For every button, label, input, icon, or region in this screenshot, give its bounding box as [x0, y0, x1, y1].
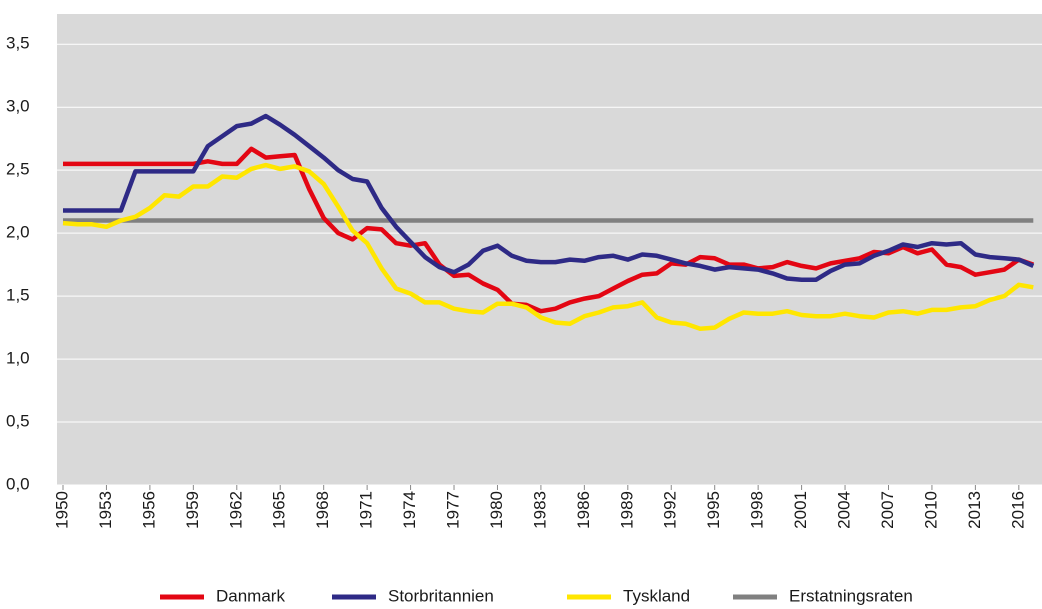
- legend-label: Erstatningsraten: [789, 586, 913, 605]
- x-tick-label: 2016: [1008, 491, 1027, 529]
- x-tick-label: 1968: [313, 491, 332, 529]
- x-tick-label: 1983: [530, 491, 549, 529]
- series-line: [63, 146, 1035, 314]
- x-tick-label: 1956: [139, 491, 158, 529]
- series-line: [62, 162, 1034, 332]
- x-tick-label: 1965: [270, 491, 289, 529]
- x-tick-label: 2004: [835, 491, 854, 529]
- x-tick-label: 1971: [357, 491, 376, 529]
- legend-label: Tyskland: [623, 586, 690, 605]
- y-tick-label: 3,0: [6, 97, 30, 116]
- x-tick-label: 1986: [574, 491, 593, 529]
- x-tick-label: 1962: [226, 491, 245, 529]
- x-tick-label: 2007: [878, 491, 897, 529]
- series-line: [63, 113, 1035, 282]
- x-tick-label: 2001: [791, 491, 810, 529]
- y-tick-label: 3,5: [6, 34, 30, 53]
- x-tick-label: 1989: [617, 491, 636, 529]
- x-tick-label: 1995: [704, 491, 723, 529]
- legend-label: Storbritannien: [388, 586, 494, 605]
- x-tick-label: 1950: [52, 491, 71, 529]
- y-tick-label: 1,0: [6, 349, 30, 368]
- y-tick-label: 2,0: [6, 223, 30, 242]
- y-tick-label: 0,0: [6, 474, 30, 493]
- x-tick-label: 1974: [400, 491, 419, 529]
- x-tick-label: 1980: [487, 491, 506, 529]
- x-tick-label: 1959: [183, 491, 202, 529]
- x-tick-label: 1977: [444, 491, 463, 529]
- x-tick-label: 2013: [965, 491, 984, 529]
- plot-background: [57, 14, 1042, 485]
- y-tick-label: 1,5: [6, 286, 30, 305]
- y-tick-label: 2,5: [6, 160, 30, 179]
- x-tick-label: 1998: [748, 491, 767, 529]
- x-tick-label: 1992: [661, 491, 680, 529]
- y-tick-label: 0,5: [6, 412, 30, 431]
- x-tick-label: 1953: [96, 491, 115, 529]
- x-tick-label: 2010: [921, 491, 940, 529]
- legend-label: Danmark: [216, 586, 285, 605]
